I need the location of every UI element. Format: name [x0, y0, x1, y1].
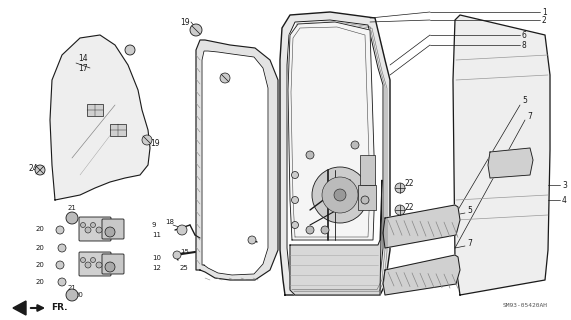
- Text: 3: 3: [562, 180, 567, 189]
- Text: 6: 6: [522, 30, 527, 39]
- Circle shape: [292, 221, 299, 228]
- Text: 11: 11: [152, 232, 161, 238]
- Text: 1: 1: [542, 7, 547, 17]
- Polygon shape: [288, 22, 375, 240]
- Circle shape: [220, 73, 230, 83]
- Circle shape: [35, 165, 45, 175]
- Text: 20: 20: [35, 245, 44, 251]
- Polygon shape: [383, 205, 460, 248]
- Text: 10: 10: [152, 255, 161, 261]
- Circle shape: [81, 222, 86, 228]
- Text: 21: 21: [68, 205, 77, 211]
- Circle shape: [361, 196, 369, 204]
- Text: FR.: FR.: [51, 303, 67, 313]
- Text: 25: 25: [180, 265, 189, 271]
- Circle shape: [306, 226, 314, 234]
- Text: 7: 7: [527, 111, 532, 121]
- Text: 9: 9: [152, 222, 156, 228]
- Circle shape: [395, 205, 405, 215]
- Text: 14: 14: [78, 53, 87, 62]
- Circle shape: [395, 183, 405, 193]
- Text: 22: 22: [405, 203, 415, 212]
- Circle shape: [85, 262, 91, 268]
- Circle shape: [66, 212, 78, 224]
- Polygon shape: [453, 15, 550, 295]
- Text: 4: 4: [562, 196, 567, 204]
- Circle shape: [177, 225, 187, 235]
- Circle shape: [85, 227, 91, 233]
- Bar: [87, 104, 103, 116]
- Text: 5: 5: [467, 205, 472, 214]
- Circle shape: [58, 278, 66, 286]
- Bar: [360, 155, 375, 185]
- Circle shape: [351, 141, 359, 149]
- Text: 20: 20: [35, 262, 44, 268]
- Polygon shape: [488, 148, 533, 178]
- Circle shape: [321, 226, 329, 234]
- Circle shape: [322, 177, 358, 213]
- Text: 7: 7: [467, 238, 472, 247]
- Circle shape: [56, 261, 64, 269]
- Polygon shape: [50, 35, 150, 200]
- Text: 13: 13: [225, 150, 235, 159]
- Circle shape: [96, 262, 102, 268]
- Polygon shape: [280, 12, 390, 295]
- Circle shape: [105, 262, 115, 272]
- Text: 16: 16: [225, 161, 235, 170]
- Text: 5: 5: [522, 95, 527, 105]
- Text: 17: 17: [78, 63, 87, 73]
- Text: 24: 24: [28, 164, 38, 172]
- Circle shape: [58, 244, 66, 252]
- Circle shape: [105, 227, 115, 237]
- Circle shape: [125, 45, 135, 55]
- Circle shape: [306, 151, 314, 159]
- Circle shape: [292, 172, 299, 179]
- Circle shape: [56, 226, 64, 234]
- Circle shape: [292, 196, 299, 204]
- Text: 23: 23: [220, 68, 230, 77]
- Circle shape: [190, 24, 202, 36]
- Circle shape: [248, 236, 256, 244]
- Text: 15: 15: [180, 249, 189, 255]
- Circle shape: [142, 135, 152, 145]
- Text: 12: 12: [152, 265, 161, 271]
- Text: 22: 22: [405, 179, 415, 188]
- Polygon shape: [196, 40, 278, 280]
- Circle shape: [334, 189, 346, 201]
- FancyBboxPatch shape: [102, 254, 124, 274]
- Text: 23: 23: [235, 233, 244, 242]
- Text: 19: 19: [150, 139, 160, 148]
- Text: 18: 18: [165, 219, 174, 225]
- Bar: [358, 185, 376, 210]
- Text: 2: 2: [542, 15, 547, 25]
- Circle shape: [66, 289, 78, 301]
- Circle shape: [173, 251, 181, 259]
- Text: 20: 20: [35, 226, 44, 232]
- Polygon shape: [287, 20, 383, 288]
- FancyBboxPatch shape: [79, 217, 111, 241]
- Text: SM93-05420AH: SM93-05420AH: [503, 303, 548, 308]
- Text: 21: 21: [68, 285, 77, 291]
- Text: 19: 19: [180, 18, 190, 27]
- Polygon shape: [383, 255, 460, 295]
- Text: 20: 20: [35, 279, 44, 285]
- Circle shape: [90, 258, 95, 262]
- Circle shape: [90, 222, 95, 228]
- Polygon shape: [13, 301, 26, 315]
- Polygon shape: [202, 51, 268, 275]
- Polygon shape: [290, 180, 382, 295]
- FancyBboxPatch shape: [102, 219, 124, 239]
- Circle shape: [312, 167, 368, 223]
- Text: 8: 8: [522, 41, 527, 50]
- Circle shape: [96, 227, 102, 233]
- FancyBboxPatch shape: [79, 252, 111, 276]
- Bar: [110, 124, 126, 136]
- Text: 20: 20: [75, 292, 84, 298]
- Circle shape: [81, 258, 86, 262]
